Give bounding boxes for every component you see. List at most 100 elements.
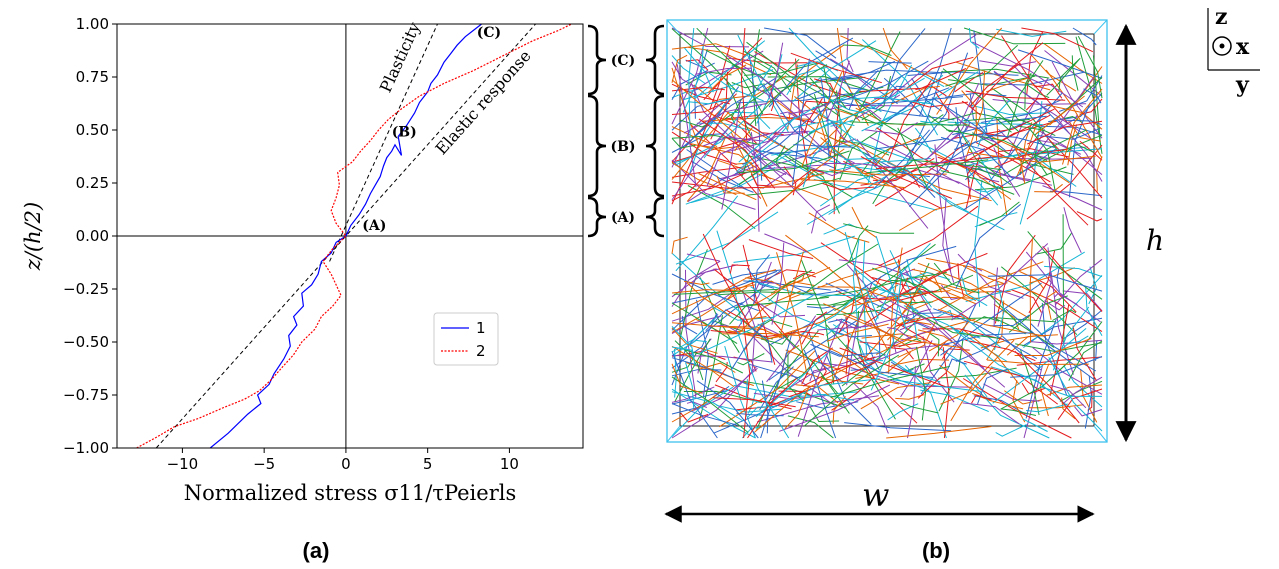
dislocation-segment bbox=[911, 296, 981, 311]
dislocation-segment bbox=[1025, 76, 1095, 169]
dislocation-segment bbox=[1022, 418, 1048, 432]
dislocation-segment bbox=[860, 157, 935, 186]
dislocation-segment bbox=[779, 384, 891, 432]
x-axis-label: x bbox=[1236, 34, 1250, 60]
dislocation-segment bbox=[955, 203, 1022, 289]
dislocation-segment bbox=[731, 322, 765, 370]
dislocation-segment bbox=[891, 85, 940, 105]
dislocation-segment bbox=[962, 148, 1057, 211]
dislocation-segment bbox=[1027, 231, 1103, 300]
dislocation-segment bbox=[895, 394, 925, 400]
dislocation-segment bbox=[1006, 60, 1044, 139]
dislocation-segment bbox=[843, 314, 962, 349]
dislocation-segment bbox=[913, 68, 945, 88]
dislocation-segment bbox=[675, 195, 739, 272]
dislocation-segment bbox=[685, 269, 697, 399]
dislocation-segment bbox=[1048, 93, 1103, 123]
dislocation-segment bbox=[998, 116, 1030, 123]
dislocation-segment bbox=[967, 151, 1096, 163]
dislocation-segment bbox=[873, 129, 930, 190]
dislocation-segment bbox=[873, 136, 922, 167]
dislocation-segment bbox=[792, 58, 810, 186]
dislocation-segment bbox=[761, 380, 769, 434]
dislocation-segment bbox=[977, 368, 1008, 405]
dislocation-segment bbox=[1052, 306, 1090, 371]
dislocation-segment bbox=[736, 130, 810, 143]
dislocation-segment bbox=[743, 50, 792, 93]
dislocation-segment bbox=[763, 85, 842, 164]
dislocation-segment bbox=[1018, 152, 1089, 226]
dislocation-segment bbox=[679, 249, 708, 338]
dislocation-segment bbox=[974, 179, 983, 307]
dislocation-segment bbox=[800, 331, 825, 336]
dislocation-segment bbox=[852, 290, 951, 307]
dislocation-segment bbox=[859, 341, 925, 347]
dislocation-segment bbox=[1071, 55, 1079, 91]
dislocation-segment bbox=[911, 310, 999, 339]
dislocation-segment bbox=[721, 332, 819, 338]
dislocation-segment bbox=[920, 389, 989, 413]
dislocation-segment bbox=[940, 170, 1015, 195]
dislocation-segment bbox=[688, 46, 772, 76]
dislocation-segment bbox=[760, 319, 793, 328]
dislocation-segment bbox=[687, 185, 756, 229]
dislocation-segment bbox=[790, 104, 914, 119]
y-axis-label: z/(h/2) bbox=[21, 202, 45, 272]
dislocation-segment bbox=[993, 70, 1092, 140]
dislocation-segment bbox=[903, 56, 974, 91]
dislocation-segment bbox=[671, 86, 725, 92]
dislocation-segment bbox=[705, 301, 743, 332]
dislocation-segment bbox=[717, 159, 829, 201]
region-brace-label: (C) bbox=[611, 53, 635, 69]
dislocation-microstructure bbox=[666, 19, 1108, 443]
dislocation-segment bbox=[671, 286, 748, 333]
dislocation-segment bbox=[745, 315, 767, 323]
dislocation-segment bbox=[747, 405, 778, 418]
dislocation-segment bbox=[711, 306, 775, 321]
dislocation-segment bbox=[738, 103, 821, 163]
dislocation-segment bbox=[901, 70, 943, 175]
dislocation-segment bbox=[1007, 157, 1092, 160]
dislocation-segment bbox=[908, 126, 967, 207]
dislocation-segment bbox=[1012, 380, 1026, 423]
reference-line-label: Elastic response bbox=[432, 46, 535, 158]
dislocation-segment bbox=[1059, 380, 1103, 402]
dislocation-segment bbox=[960, 114, 1051, 165]
x-axis-label: Normalized stress σ11/τPeierls bbox=[184, 481, 516, 505]
y-tick-label: 0.75 bbox=[76, 68, 109, 86]
dislocation-segment bbox=[1026, 403, 1068, 413]
dislocation-segment bbox=[855, 352, 912, 379]
dislocation-segment bbox=[1067, 335, 1089, 345]
dislocation-segment bbox=[1044, 300, 1066, 311]
dislocation-segment bbox=[751, 85, 803, 121]
dislocation-segment bbox=[848, 69, 879, 111]
dislocation-segment bbox=[760, 269, 815, 283]
dislocation-segment bbox=[817, 286, 908, 305]
caption-b: (b) bbox=[922, 538, 950, 563]
dislocation-segment bbox=[726, 281, 757, 300]
dislocation-segment bbox=[787, 415, 834, 439]
dislocation-segment bbox=[806, 165, 852, 177]
dislocation-segment bbox=[834, 108, 861, 122]
x-out-of-plane-icon bbox=[1212, 36, 1232, 56]
dislocation-segment bbox=[1025, 251, 1101, 323]
dislocation-segment bbox=[671, 357, 750, 386]
dislocation-segment bbox=[974, 166, 1067, 191]
dislocation-segment bbox=[841, 315, 923, 387]
dislocation-segment bbox=[1068, 102, 1091, 198]
legend-label-2: 2 bbox=[476, 342, 486, 360]
dislocation-segment bbox=[1044, 265, 1103, 278]
dislocation-segment bbox=[724, 345, 756, 439]
dislocation-segment bbox=[846, 27, 854, 73]
dislocation-segment bbox=[695, 67, 752, 75]
dislocation-segment bbox=[926, 82, 980, 160]
dislocation-segment bbox=[734, 127, 753, 152]
dislocation-segment bbox=[951, 243, 1049, 321]
dislocation-segment bbox=[783, 274, 805, 287]
dislocation-segment bbox=[747, 378, 797, 439]
dislocation-segment bbox=[822, 182, 875, 191]
dislocation-segment bbox=[1028, 404, 1084, 409]
box-edge bbox=[666, 19, 681, 35]
dislocation-segment bbox=[888, 78, 934, 161]
dislocation-segment bbox=[808, 332, 844, 383]
